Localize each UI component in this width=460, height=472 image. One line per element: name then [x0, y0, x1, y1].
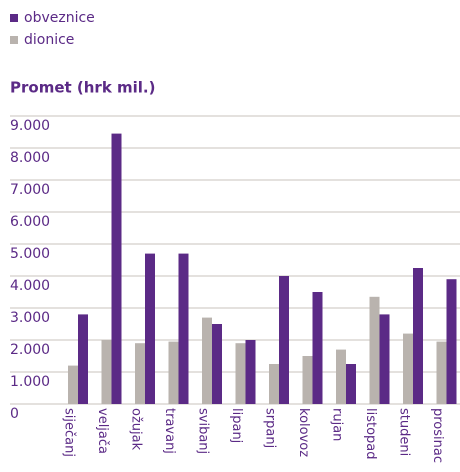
bar — [78, 314, 88, 404]
x-tick-label: studeni — [397, 408, 412, 456]
bar — [135, 343, 145, 404]
x-tick-label: srpanj — [263, 408, 278, 448]
bar — [145, 253, 155, 404]
bar — [446, 279, 457, 404]
bar — [68, 365, 78, 404]
y-tick-label: 4.000 — [10, 278, 50, 294]
y-tick-label: 2.000 — [10, 342, 50, 358]
bar — [279, 276, 289, 404]
bar — [302, 356, 313, 404]
bar — [269, 364, 279, 404]
y-tick-label: 7.000 — [10, 182, 50, 198]
bar — [212, 324, 222, 404]
y-tick-label: 9.000 — [10, 118, 50, 134]
bar — [312, 292, 323, 404]
bar — [202, 317, 212, 404]
bar — [346, 364, 356, 404]
legend-swatch — [10, 14, 18, 22]
legend-label: dionice — [24, 32, 74, 48]
y-tick-label: 8.000 — [10, 150, 50, 166]
x-tick-label: rujan — [330, 408, 345, 441]
x-tick-label: kolovoz — [296, 408, 311, 457]
x-tick-label: travanj — [162, 408, 177, 454]
bar — [336, 349, 346, 404]
bar — [168, 341, 179, 404]
y-tick-label: 1.000 — [10, 374, 50, 390]
y-tick-label: 6.000 — [10, 214, 50, 230]
legend-swatch — [10, 36, 18, 44]
y-tick-label: 3.000 — [10, 310, 50, 326]
bar — [379, 314, 390, 404]
x-tick-label: veljača — [95, 408, 110, 454]
x-tick-label: prosinac — [430, 408, 445, 463]
legend-label: obveznice — [24, 10, 95, 26]
bar — [235, 343, 246, 404]
bar — [369, 296, 380, 404]
x-tick-label: lipanj — [229, 408, 244, 443]
bar — [245, 340, 256, 404]
y-tick-label: 0 — [10, 406, 19, 422]
x-tick-label: siječanj — [62, 408, 77, 457]
x-tick-label: ožujak — [129, 408, 144, 451]
y-tick-label: 5.000 — [10, 246, 50, 262]
x-tick-label: listopad — [363, 408, 378, 460]
bar — [413, 268, 423, 404]
chart-title: Promet (hrk mil.) — [10, 79, 156, 97]
x-tick-label: svibanj — [196, 408, 211, 454]
bar — [436, 341, 447, 404]
bar — [178, 253, 189, 404]
bar — [101, 340, 112, 404]
bar — [403, 333, 413, 404]
bar — [111, 133, 122, 404]
